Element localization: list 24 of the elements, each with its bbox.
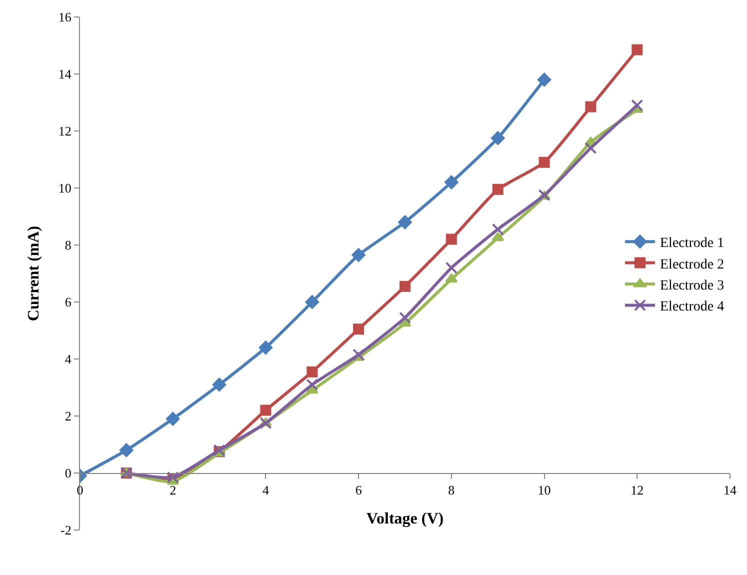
y-tick-label: 6 (64, 294, 72, 310)
x-tick-label: 14 (724, 482, 737, 498)
x-tick-label: 10 (538, 482, 551, 498)
y-tick-label: 0 (64, 466, 72, 481)
x-tick-label: 4 (262, 482, 270, 498)
y-tick-label: 10 (58, 180, 72, 196)
y-tick-label: -2 (60, 522, 72, 538)
x-tick-label: 2 (170, 482, 176, 498)
legend-label: Electrode 4 (660, 300, 724, 315)
x-axis-title: Voltage (V) (366, 510, 444, 528)
x-tick-label: 6 (355, 482, 362, 498)
legend-label: Electrode 2 (660, 257, 724, 272)
x-tick-label: 0 (76, 482, 84, 498)
x-tick-label: 8 (448, 482, 455, 498)
y-tick-label: 2 (64, 408, 72, 424)
x-tick-label: 12 (630, 482, 644, 498)
y-tick-label: 8 (64, 238, 72, 253)
y-tick-label: 16 (58, 10, 72, 25)
y-axis-title: Current (mA) (25, 226, 42, 322)
legend-label: Electrode 3 (660, 278, 724, 294)
y-tick-label: 4 (64, 352, 72, 367)
y-tick-label: 14 (58, 66, 72, 82)
legend-label: Electrode 1 (660, 236, 724, 252)
y-tick-label: 12 (58, 124, 72, 139)
